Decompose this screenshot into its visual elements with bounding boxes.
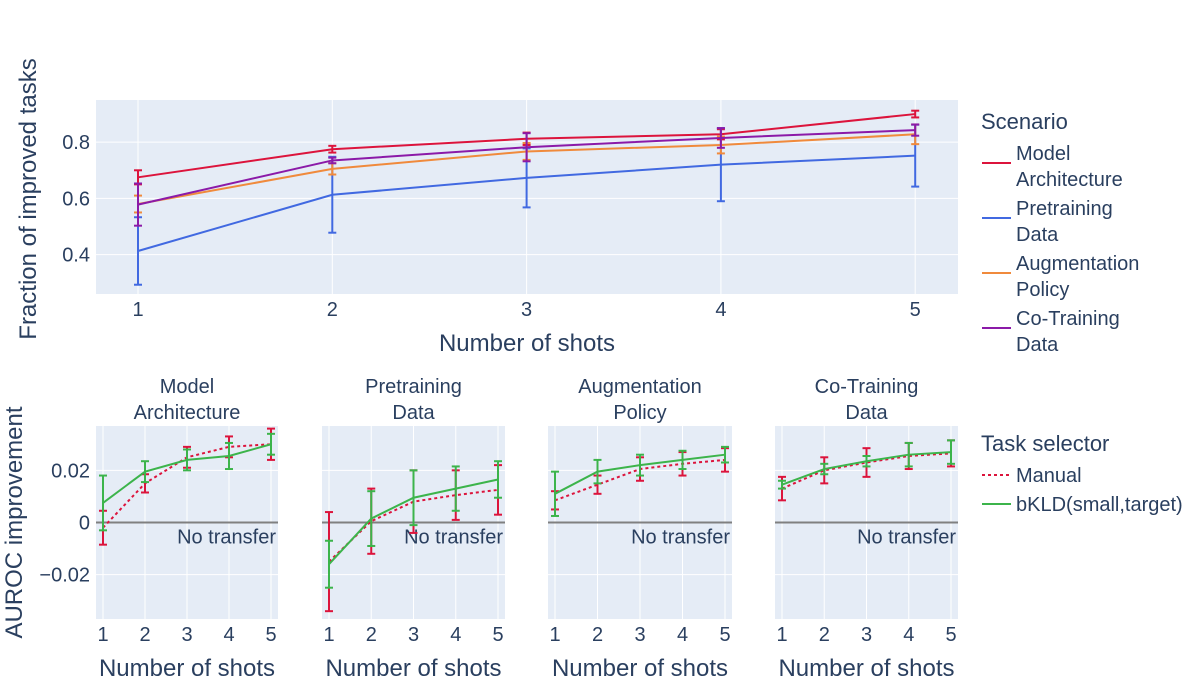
panel-x-tick-label: 5	[719, 624, 730, 646]
legend-label: Model	[1016, 143, 1070, 165]
panel-series-bkld	[99, 432, 275, 532]
panel-2: 1 2 3 4 5 No transfer Pretraining Data Number of…	[322, 376, 505, 682]
panel-x-tick-label: 5	[492, 624, 503, 646]
panel-x-tick-label: 4	[677, 624, 688, 646]
panel-x-tick-label: 1	[776, 624, 787, 646]
panel-x-tick-label: 4	[450, 624, 461, 646]
panel-x-tick-label: 4	[223, 624, 234, 646]
panel-x-tick-label: 5	[265, 624, 276, 646]
bottom-y-tick-label: 0	[79, 513, 90, 535]
panel-x-axis-title: Number of shots	[552, 655, 728, 682]
top-x-tick-label: 2	[327, 299, 338, 321]
top-x-axis-title: Number of shots	[439, 330, 615, 357]
panel-4: 1 2 3 4 5 No transfer Co-Training Data Number of…	[775, 376, 958, 682]
no-transfer-label: No transfer	[177, 527, 276, 549]
panel-3: 1 2 3 4 5 No transfer Augmentation Policy Number…	[548, 376, 732, 682]
top-x-tick-label: 4	[715, 299, 726, 321]
no-transfer-label: No transfer	[857, 527, 956, 549]
panel-x-tick-label: 1	[323, 624, 334, 646]
panel-title: Model	[160, 376, 214, 398]
legend-label: Manual	[1016, 465, 1082, 487]
bottom-y-tick-label: 0.02	[51, 460, 90, 482]
panel-x-axis-title: Number of shots	[325, 655, 501, 682]
panel-title: Data	[845, 402, 888, 424]
top-x-tick-label: 5	[910, 299, 921, 321]
panel-x-axis-title: Number of shots	[778, 655, 954, 682]
top-x-tick-label: 1	[132, 299, 143, 321]
series-co-training-data	[134, 123, 920, 227]
panel-x-tick-label: 2	[139, 624, 150, 646]
panel-title: Data	[392, 402, 435, 424]
top-legend: Scenario Model Architecture Pretraining Data…	[981, 109, 1139, 356]
top-y-tick-label: 0.8	[62, 132, 90, 154]
no-transfer-label: No transfer	[631, 527, 730, 549]
bottom-legend-title: Task selector	[981, 431, 1109, 456]
panel-title: Co-Training	[815, 376, 919, 398]
legend-label: Augmentation	[1016, 253, 1139, 275]
panel-1: 1 2 3 4 5 No transfer Model Architecture Number …	[96, 376, 278, 682]
legend-label: Data	[1016, 224, 1059, 246]
panel-series-bkld	[551, 445, 729, 517]
panel-x-tick-label: 3	[634, 624, 645, 646]
top-chart: 1 2 3 4 5 0.4 0.6 0.8 Number of shots Fraction of…	[15, 58, 958, 357]
legend-label: Policy	[1016, 279, 1069, 301]
bottom-y-axis: −0.02 0 0.02 AUROC improvement	[1, 406, 90, 638]
bottom-legend: Task selector Manual bKLD(small,target)	[981, 431, 1183, 516]
top-y-axis-title: Fraction of improved tasks	[15, 58, 42, 339]
panel-x-tick-label: 2	[819, 624, 830, 646]
panel-x-tick-label: 5	[945, 624, 956, 646]
top-y-tick-label: 0.6	[62, 188, 90, 210]
panel-x-tick-label: 3	[181, 624, 192, 646]
panel-x-tick-label: 3	[861, 624, 872, 646]
top-y-tick-label: 0.4	[62, 245, 90, 267]
panel-x-tick-label: 3	[408, 624, 419, 646]
legend-label: Architecture	[1016, 169, 1123, 191]
top-legend-title: Scenario	[981, 109, 1068, 134]
top-x-tick-label: 3	[521, 299, 532, 321]
panel-x-axis-title: Number of shots	[99, 655, 275, 682]
panel-title: Architecture	[134, 402, 241, 424]
panel-series-bkld	[325, 460, 502, 589]
legend-label: Co-Training	[1016, 308, 1120, 330]
panel-series-bkld	[778, 439, 955, 490]
series-line	[781, 452, 952, 490]
bottom-y-axis-title: AUROC improvement	[1, 406, 28, 638]
legend-label: Data	[1016, 334, 1059, 356]
legend-label: bKLD(small,target)	[1016, 494, 1183, 516]
panel-title: Augmentation	[578, 376, 701, 398]
panel-x-tick-label: 1	[549, 624, 560, 646]
panel-title: Policy	[613, 402, 666, 424]
no-transfer-label: No transfer	[404, 527, 503, 549]
bottom-y-tick-label: −0.02	[39, 565, 90, 587]
panel-x-tick-label: 1	[97, 624, 108, 646]
panel-x-tick-label: 2	[366, 624, 377, 646]
panel-title: Pretraining	[365, 376, 462, 398]
legend-label: Pretraining	[1016, 198, 1113, 220]
panel-x-tick-label: 2	[592, 624, 603, 646]
panel-x-tick-label: 4	[903, 624, 914, 646]
